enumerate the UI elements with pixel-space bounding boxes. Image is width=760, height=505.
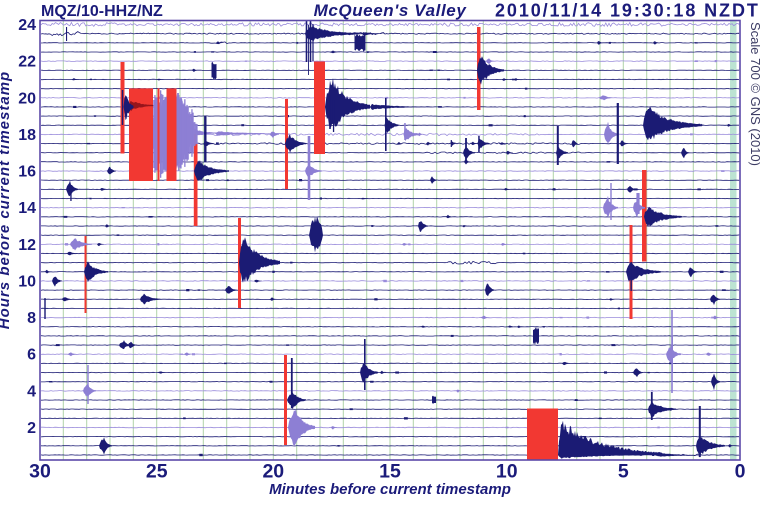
svg-text:Minutes before current timesta: Minutes before current timestamp (269, 481, 511, 498)
svg-text:24: 24 (18, 17, 36, 34)
svg-text:16: 16 (18, 164, 36, 181)
svg-text:20: 20 (262, 461, 284, 483)
svg-text:8: 8 (27, 310, 36, 327)
svg-text:2010/11/14 19:30:18 NZDT: 2010/11/14 19:30:18 NZDT (495, 1, 760, 21)
svg-text:15: 15 (379, 461, 401, 483)
svg-text:6: 6 (27, 347, 36, 364)
svg-text:25: 25 (146, 461, 168, 483)
svg-text:MQZ/10-HHZ/NZ: MQZ/10-HHZ/NZ (41, 3, 163, 20)
svg-text:Scale 700 © GNS (2010): Scale 700 © GNS (2010) (748, 22, 760, 166)
svg-text:4: 4 (27, 383, 36, 400)
svg-text:Hours before current timestamp: Hours before current timestamp (0, 71, 13, 329)
svg-text:22: 22 (18, 54, 36, 71)
svg-text:2: 2 (27, 420, 36, 437)
svg-text:12: 12 (18, 237, 36, 254)
svg-text:18: 18 (18, 127, 36, 144)
svg-text:10: 10 (496, 461, 518, 483)
svg-text:10: 10 (18, 274, 36, 291)
svg-text:5: 5 (618, 461, 629, 483)
svg-text:20: 20 (18, 90, 36, 107)
svg-text:30: 30 (29, 461, 51, 483)
svg-text:0: 0 (735, 461, 746, 483)
svg-text:14: 14 (18, 200, 36, 217)
svg-text:McQueen's Valley: McQueen's Valley (314, 1, 468, 20)
